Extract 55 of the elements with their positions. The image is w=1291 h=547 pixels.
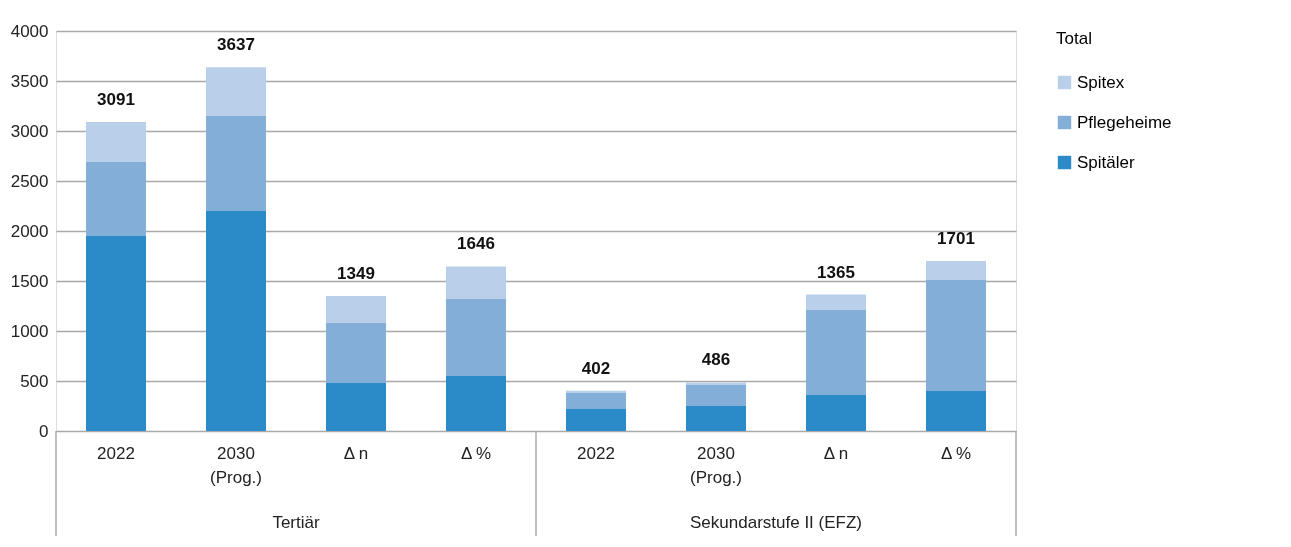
- total-label: 3637: [217, 35, 255, 55]
- bar: [446, 299, 506, 376]
- legend-title: Total: [1056, 29, 1092, 48]
- bar: [686, 385, 746, 406]
- bar: [206, 67, 266, 116]
- total-label: 486: [701, 350, 731, 370]
- total-label: 1365: [817, 262, 855, 282]
- y-tick-label: 0: [39, 421, 49, 441]
- y-tick-label: 1000: [10, 321, 49, 341]
- text: Sekundarstufe II (EFZ): [690, 513, 862, 532]
- bar: [206, 116, 266, 211]
- bar: [446, 266, 506, 299]
- y-tick-label: 2500: [10, 171, 49, 191]
- bar: [86, 162, 146, 236]
- x-tick-label: Δ n: [823, 443, 849, 463]
- y-tick-label: 1500: [10, 271, 49, 291]
- total-label: 1701: [937, 228, 975, 248]
- legend-label: Spitäler: [1077, 152, 1135, 172]
- bar: [326, 383, 386, 431]
- bar: [566, 393, 626, 409]
- bar: [326, 323, 386, 383]
- total-label: 3091: [97, 89, 135, 109]
- y-tick-label: 3000: [10, 121, 49, 141]
- y-tick-label: 4000: [10, 21, 49, 41]
- x-tick-label: Δ n: [343, 443, 369, 463]
- bar: [446, 376, 506, 431]
- bar: [566, 409, 626, 431]
- bar: [686, 406, 746, 431]
- x-tick-label: 2022: [97, 443, 135, 463]
- total-label: 1646: [457, 234, 495, 254]
- y-tick-label: 3500: [10, 71, 49, 91]
- bar: [926, 260, 986, 280]
- x-tick-label: Δ %: [940, 443, 972, 463]
- bar: [806, 294, 866, 310]
- x-tick-label: 2022: [577, 443, 615, 463]
- bar: [326, 296, 386, 323]
- bar: [926, 391, 986, 431]
- x-tick-label: 2030 (Prog.): [690, 443, 742, 487]
- bar: [926, 280, 986, 391]
- bar: [686, 382, 746, 385]
- bar: [806, 395, 866, 431]
- total-label: 1349: [337, 264, 375, 284]
- x-tick-label: 2030 (Prog.): [210, 443, 262, 487]
- x-tick-label: Δ %: [460, 443, 492, 463]
- bar: [566, 390, 626, 393]
- bar: [206, 211, 266, 431]
- bar: [806, 310, 866, 395]
- legend-label: Spitex: [1077, 72, 1125, 92]
- y-tick-label: 500: [20, 371, 49, 391]
- y-tick-label: 2000: [10, 221, 49, 241]
- total-label: 402: [581, 358, 611, 378]
- bar: [86, 121, 146, 162]
- text: Tertiär: [272, 513, 320, 532]
- legend-label: Pflegeheime: [1077, 112, 1172, 132]
- bar: [86, 236, 146, 431]
